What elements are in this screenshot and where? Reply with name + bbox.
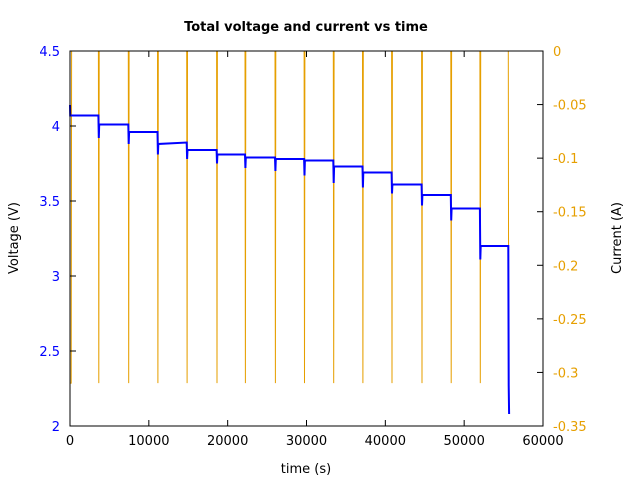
x-tick-label: 0 <box>66 434 74 449</box>
plot-frame <box>69 50 544 427</box>
y-left-tick-label: 4.5 <box>39 45 60 60</box>
y-right-tick-label: -0.15 <box>553 206 587 221</box>
axis-ticks: 0 10000 20000 30000 40000 50000 60000 2 2.5 3 3.5 4… <box>39 45 586 449</box>
plot-lines <box>69 50 511 415</box>
y-right-tick-label: -0.1 <box>553 152 578 167</box>
x-tick-label: 30000 <box>286 434 327 449</box>
y-axis-left-label: Voltage (V) <box>7 202 22 274</box>
y-right-tick-label: -0.2 <box>553 259 578 274</box>
y-left-tick-label: 4 <box>52 120 60 135</box>
y-right-tick-label: -0.05 <box>553 99 587 114</box>
x-axis-label: time (s) <box>281 462 331 477</box>
y-left-tick-label: 3 <box>52 270 60 285</box>
y-left-tick-label: 2.5 <box>39 345 60 360</box>
y-right-tick-label: -0.25 <box>553 313 587 328</box>
x-tick-label: 50000 <box>443 434 484 449</box>
y-axis-right-label: Current (A) <box>610 202 625 274</box>
y-left-tick-label: 3.5 <box>39 195 60 210</box>
y-right-tick-label: 0 <box>553 45 561 60</box>
x-tick-label: 40000 <box>365 434 406 449</box>
y-right-tick-label: -0.3 <box>553 366 578 381</box>
y-right-tick-label: -0.35 <box>553 420 587 435</box>
y-left-tick-label: 2 <box>52 420 60 435</box>
x-tick-label: 60000 <box>522 434 563 449</box>
series-line-current <box>70 50 510 384</box>
x-tick-label: 20000 <box>207 434 248 449</box>
series-line-voltage <box>69 104 511 415</box>
x-tick-label: 10000 <box>128 434 169 449</box>
chart-title: Total voltage and current vs time <box>184 20 428 35</box>
